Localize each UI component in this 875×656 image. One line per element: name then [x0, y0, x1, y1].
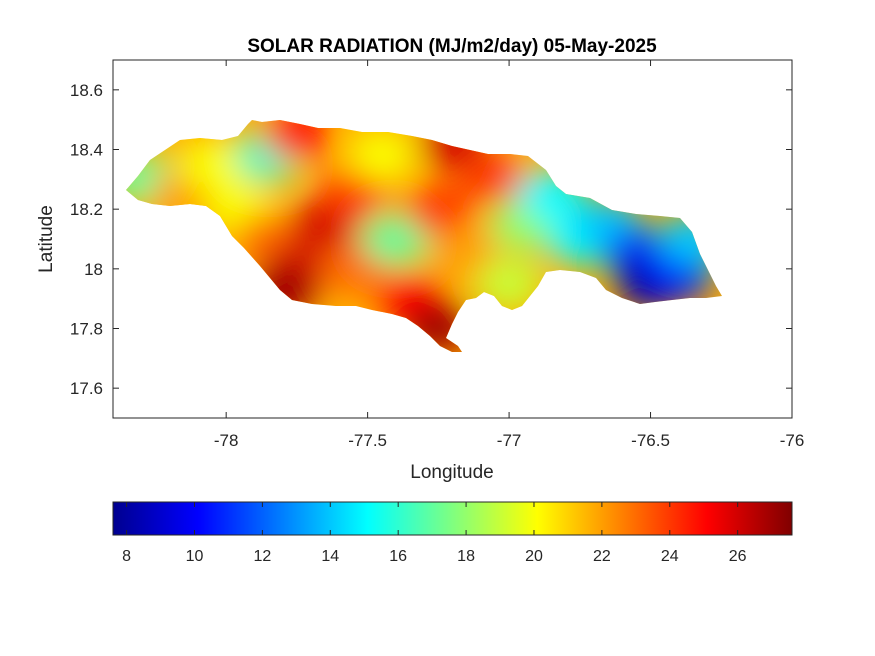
x-tick-label: -77.5 [348, 431, 387, 450]
colorbar-tick-label: 14 [321, 548, 339, 565]
x-tick-label: -76 [780, 431, 805, 450]
x-axis-ticks: -78 -77.5 -77 -76.5 -76 [214, 60, 804, 450]
colorbar-tick-label: 18 [457, 548, 475, 565]
colorbar [112, 501, 793, 536]
colorbar-tick-label: 16 [389, 548, 407, 565]
y-tick-label: 18.6 [70, 81, 103, 100]
colorbar-tick-label: 12 [253, 548, 271, 565]
heat-region-10 [319, 168, 388, 221]
x-tick-label: -77 [497, 431, 522, 450]
colorbar-tick-label: 10 [186, 548, 204, 565]
x-tick-label: -78 [214, 431, 239, 450]
colorbar-tick-label: 8 [122, 548, 131, 565]
heat-region-15 [404, 183, 473, 236]
y-tick-label: 18.4 [70, 141, 103, 160]
heat-region-19 [460, 153, 529, 206]
colorbar-tick-label: 22 [593, 548, 611, 565]
y-tick-label: 18 [84, 260, 103, 279]
x-tick-label: -76.5 [631, 431, 670, 450]
y-tick-label: 18.2 [70, 200, 103, 219]
y-tick-label: 17.6 [70, 379, 103, 398]
y-axis-ticks: 17.6 17.8 18 18.2 18.4 18.6 [70, 81, 792, 398]
heatmap-blobs [126, 120, 722, 352]
colorbar-tick-label: 24 [661, 548, 679, 565]
colorbar-tick-label: 26 [729, 548, 747, 565]
chart-title: SOLAR RADIATION (MJ/m2/day) 05-May-2025 [247, 36, 657, 57]
colorbar-ticks: 8 10 12 14 16 18 20 22 24 26 [122, 502, 747, 565]
x-axis-label: Longitude [410, 462, 493, 483]
heat-region-12 [347, 129, 416, 182]
y-axis-label: Latitude [36, 205, 57, 273]
colorbar-tick-label: 20 [525, 548, 543, 565]
y-tick-label: 17.8 [70, 320, 103, 339]
heat-region-2 [178, 138, 247, 191]
